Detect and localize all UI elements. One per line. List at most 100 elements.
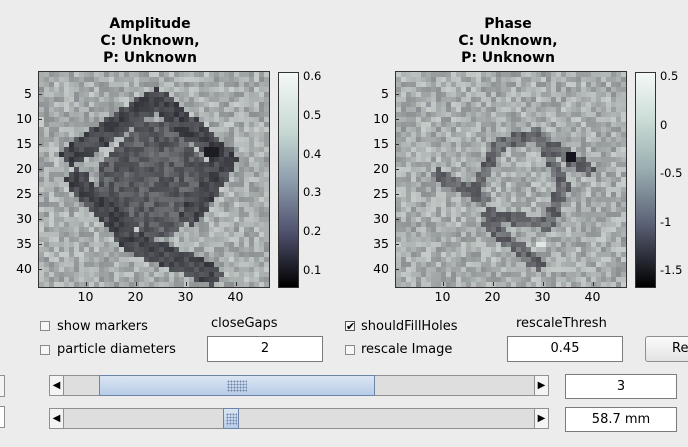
should-fill-holes-checkbox[interactable]: ✔ <box>345 320 356 333</box>
x-tick-label: 20 <box>484 289 501 304</box>
x-tick-mark <box>592 282 594 286</box>
y-tick-mark <box>395 168 399 170</box>
y-tick-mark <box>38 118 42 120</box>
close-gaps-label: closeGaps <box>211 316 278 331</box>
x-tick-label: 40 <box>227 289 244 304</box>
x-tick-label: 10 <box>77 289 94 304</box>
y-tick-label: 20 <box>373 160 389 176</box>
y-tick-label: 40 <box>373 260 389 276</box>
colorbar-tick-label: -1 <box>660 214 672 229</box>
y-tick-label: 35 <box>373 235 389 251</box>
amplitude-title-line-3: P: Unknown <box>103 50 197 66</box>
colorbar-tick-label: 0 <box>660 117 668 132</box>
grip-icon <box>226 380 247 392</box>
show-markers-label: show markers <box>57 319 148 334</box>
slider-2-thumb[interactable] <box>222 408 239 429</box>
x-tick-mark <box>135 282 137 286</box>
rescale-image-checkbox[interactable] <box>345 345 355 355</box>
slider-1-thumb[interactable] <box>98 375 375 396</box>
y-tick-mark <box>38 218 42 220</box>
amplitude-title-line-1: Amplitude <box>109 16 191 32</box>
y-tick-mark <box>395 243 399 245</box>
slider-1[interactable]: ◀ ▶ <box>49 375 549 396</box>
rescale-thresh-input[interactable]: 0.45 <box>507 336 623 362</box>
x-tick-mark <box>492 282 494 286</box>
y-tick-mark <box>395 93 399 95</box>
colorbar-tick-label: 0.6 <box>303 69 322 83</box>
x-tick-label: 30 <box>177 289 194 304</box>
slider-2[interactable]: ◀ ▶ <box>49 408 549 429</box>
slider-2-left-arrow-icon[interactable]: ◀ <box>49 408 64 429</box>
y-tick-label: 15 <box>16 135 32 151</box>
y-tick-label: 20 <box>16 160 32 176</box>
y-tick-label: 25 <box>373 185 389 201</box>
slider-1-right-arrow-icon[interactable]: ▶ <box>534 375 549 396</box>
y-tick-label: 35 <box>16 235 32 251</box>
amplitude-heatmap <box>39 72 269 287</box>
phase-title-line-2: C: Unknown, <box>458 33 558 49</box>
x-tick-mark <box>442 282 444 286</box>
amplitude-colorbar <box>278 72 299 288</box>
show-markers-box[interactable] <box>40 321 50 331</box>
y-tick-mark <box>38 268 42 270</box>
slider-2-track[interactable] <box>63 408 535 429</box>
y-tick-mark <box>38 168 42 170</box>
y-tick-label: 5 <box>381 85 389 101</box>
x-tick-label: 20 <box>127 289 144 304</box>
y-tick-mark <box>395 268 399 270</box>
colorbar-tick-label: 0.1 <box>303 263 322 277</box>
rescale-image-box[interactable] <box>345 345 355 355</box>
amplitude-title-line-2: C: Unknown, <box>100 33 200 49</box>
close-gaps-input[interactable]: 2 <box>207 336 323 362</box>
y-tick-label: 15 <box>373 135 389 151</box>
x-tick-mark <box>542 282 544 286</box>
particle-diameters-label: particle diameters <box>57 342 176 357</box>
left-edge-control-2[interactable] <box>0 406 5 428</box>
x-tick-label: 30 <box>534 289 551 304</box>
checkmark-icon[interactable]: ✔ <box>345 320 356 333</box>
rescale-image-label: rescale Image <box>361 342 453 357</box>
y-tick-mark <box>38 243 42 245</box>
slider-2-right-arrow-icon[interactable]: ▶ <box>534 408 549 429</box>
colorbar-tick-label: 0.4 <box>303 146 322 161</box>
grip-icon <box>225 413 237 425</box>
y-tick-label: 30 <box>373 210 389 226</box>
colorbar-tick-label: 0.3 <box>303 185 322 200</box>
y-tick-label: 10 <box>16 110 32 126</box>
show-markers-checkbox[interactable] <box>40 321 50 331</box>
phase-title-line-3: P: Unknown <box>461 50 555 66</box>
x-tick-mark <box>185 282 187 286</box>
y-tick-label: 40 <box>16 260 32 276</box>
x-tick-mark <box>85 282 87 286</box>
colorbar-tick-label: 0.5 <box>303 107 322 122</box>
phase-heatmap <box>396 72 626 287</box>
slider-1-left-arrow-icon[interactable]: ◀ <box>49 375 64 396</box>
y-tick-mark <box>38 93 42 95</box>
y-tick-label: 25 <box>16 185 32 201</box>
y-tick-label: 30 <box>16 210 32 226</box>
y-tick-label: 5 <box>24 85 32 101</box>
colorbar-tick-label: 0.2 <box>303 224 322 239</box>
slider-1-value[interactable]: 3 <box>565 374 677 399</box>
right-action-button[interactable]: Re <box>645 336 688 362</box>
colorbar-tick-label: -1.5 <box>660 263 683 277</box>
colorbar-tick-label: -0.5 <box>660 166 683 180</box>
phase-image[interactable] <box>395 71 627 288</box>
particle-diameters-checkbox[interactable] <box>40 345 50 355</box>
y-tick-label: 10 <box>373 110 389 126</box>
phase-colorbar <box>635 72 656 288</box>
amplitude-image[interactable] <box>38 71 270 288</box>
y-tick-mark <box>38 193 42 195</box>
y-tick-mark <box>395 143 399 145</box>
y-tick-mark <box>395 193 399 195</box>
left-edge-control-1[interactable] <box>0 375 5 397</box>
phase-title-line-1: Phase <box>484 16 532 32</box>
amplitude-title: Amplitude C: Unknown, P: Unknown <box>60 16 240 67</box>
slider-2-value[interactable]: 58.7 mm <box>565 407 677 432</box>
x-tick-mark <box>235 282 237 286</box>
particle-diameters-box[interactable] <box>40 345 50 355</box>
phase-title: Phase C: Unknown, P: Unknown <box>418 16 598 67</box>
y-tick-mark <box>395 218 399 220</box>
y-tick-mark <box>395 118 399 120</box>
x-tick-label: 10 <box>434 289 451 304</box>
